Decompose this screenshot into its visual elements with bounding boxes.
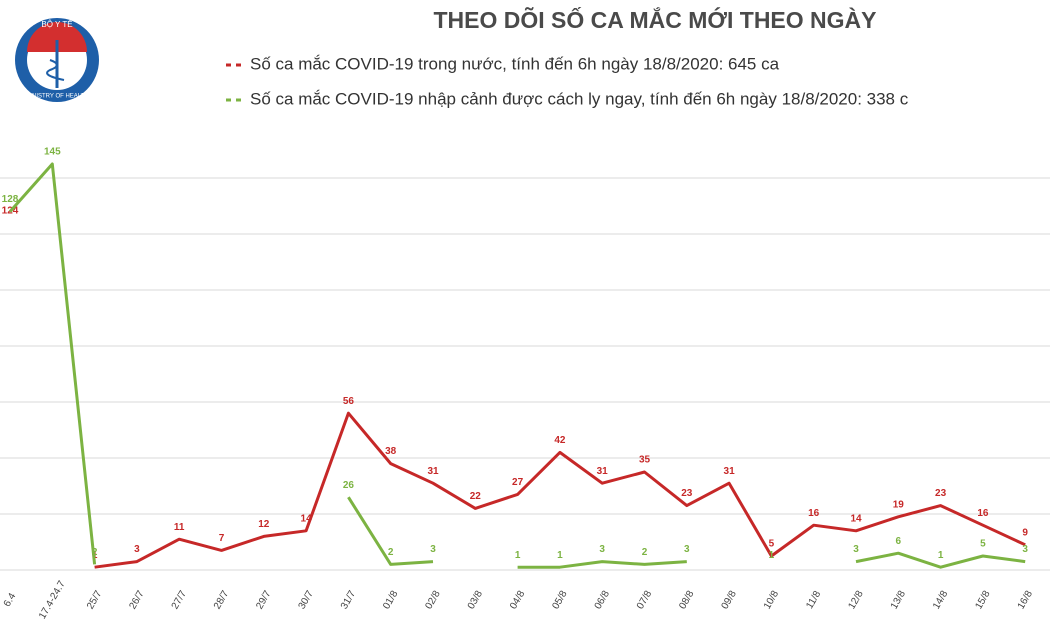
x-tick-label: 14/8 [931,589,950,612]
x-tick-label: 27/7 [170,589,189,612]
x-tick-label: 11/8 [804,589,823,611]
data-label: 3 [1022,544,1028,555]
data-label: 9 [1022,527,1028,538]
x-tick-label: 15/8 [973,589,992,612]
x-tick-label: 13/8 [889,589,908,612]
data-label: 7 [219,533,225,544]
data-label: 2 [92,547,98,558]
x-tick-label: 29/7 [254,589,273,612]
data-label: 31 [427,466,439,477]
data-label: 145 [44,147,61,158]
x-tick-label: 12/8 [846,589,865,612]
series-line [517,560,687,569]
chart-title: THEO DÕI SỐ CA MẮC MỚI THEO NGÀY [434,6,877,33]
x-tick-label: 05/8 [550,589,569,612]
x-tick-label: 07/8 [635,589,654,612]
data-label: 3 [684,544,690,555]
data-label: 27 [512,477,524,488]
data-label: 3 [599,544,605,555]
x-tick-label: 30/7 [297,589,316,612]
data-label: 31 [597,466,609,477]
x-tick-label: 16/8 [1016,589,1035,612]
x-tick-label: 10/8 [762,589,781,612]
logo-top: BỘ Y TẾ [41,19,72,29]
data-label: 5 [769,539,775,550]
x-tick-label: 06/8 [593,589,612,612]
x-tick-label: 28/7 [212,589,231,612]
data-label: 14 [850,513,862,524]
data-label: 22 [470,491,482,502]
legend-label: Số ca mắc COVID-19 trong nước, tính đến … [250,54,780,73]
x-tick-label: 17.4-24.7 [37,579,68,621]
data-label: 14 [301,513,313,524]
data-label: 16 [808,508,820,519]
data-label: 26 [343,480,355,491]
logo-band [27,22,87,52]
data-label: 1 [938,550,944,561]
x-tick-label: 03/8 [466,589,485,612]
data-label: 1 [557,550,563,561]
data-label: 23 [681,488,693,499]
x-tick-label: 6.4 [2,591,19,609]
data-label: 3 [134,544,140,555]
data-label: 35 [639,455,651,466]
data-label: 38 [385,446,397,457]
data-label: 128 [2,194,19,205]
data-label: 2 [388,547,394,558]
data-label: 1 [515,550,521,561]
x-tick-label: 01/8 [381,589,400,612]
data-label: 23 [935,488,947,499]
x-tick-label: 09/8 [720,589,739,612]
x-tick-label: 08/8 [677,589,696,612]
x-tick-label: 04/8 [508,589,527,612]
x-tick-label: 25/7 [85,589,104,612]
data-label: 1 [769,550,775,561]
data-label: 3 [853,544,859,555]
logo-snake [46,59,65,81]
data-label: 6 [896,536,902,547]
data-label: 3 [430,544,436,555]
series-line [94,411,1026,569]
x-tick-label: 02/8 [423,589,442,612]
series-line [855,551,1026,569]
data-label: 31 [724,466,736,477]
data-label: 56 [343,396,355,407]
data-label: 12 [258,519,270,530]
series-line [347,496,434,566]
logo: BỘ Y TẾ MINISTRY OF HEALTH [15,18,99,102]
data-label: 42 [554,435,566,446]
x-tick-label: 26/7 [127,589,146,612]
data-label: 11 [174,522,185,533]
x-tick-label: 31/7 [339,589,358,612]
data-label: 2 [642,547,648,558]
series-line [8,162,97,565]
logo-bottom: MINISTRY OF HEALTH [25,94,88,100]
data-label: 16 [977,508,989,519]
legend-label: Số ca mắc COVID-19 nhập cảnh được cách l… [250,89,909,108]
data-label: 5 [980,539,986,550]
data-label: 19 [893,499,905,510]
